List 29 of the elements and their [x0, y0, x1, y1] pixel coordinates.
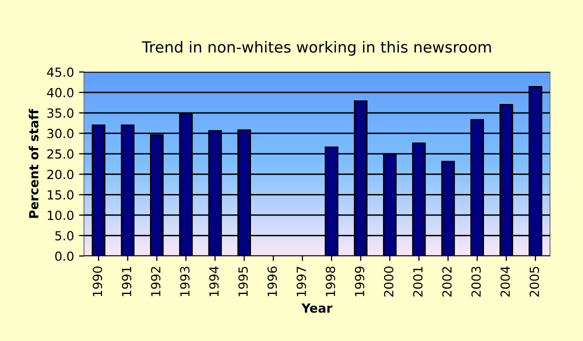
y-tick-label: 10.0 — [48, 210, 74, 220]
y-tick-label: 30.0 — [47, 128, 74, 138]
y-tick-label: 25.0 — [47, 149, 74, 159]
x-tick-label: 2001 — [413, 266, 423, 297]
x-tick-label: 1997 — [296, 266, 306, 296]
y-tick-label: 5.0 — [55, 231, 74, 240]
x-tick-label: 1994 — [209, 266, 219, 296]
y-tick-label: 40.0 — [47, 88, 74, 98]
x-tick-label: 1990 — [92, 266, 102, 296]
x-tick-label: 1995 — [238, 266, 248, 296]
x-tick-label: 2000 — [384, 266, 394, 297]
x-tick-label: 2004 — [500, 266, 510, 297]
x-tick-label: 2002 — [442, 266, 452, 297]
x-tick-label: 1999 — [354, 266, 364, 296]
x-tick-label: 1993 — [180, 266, 190, 296]
x-tick-label: 2005 — [530, 266, 540, 297]
x-tick-label: 1992 — [150, 266, 160, 296]
y-tick-label: 15.0 — [48, 190, 74, 200]
x-tick-label: 1998 — [326, 266, 336, 296]
y-tick-label: 20.0 — [47, 170, 74, 180]
y-tick-label: 45.0 — [47, 67, 74, 77]
y-axis-title: Percent of staff — [28, 108, 38, 218]
x-tick-label: 2003 — [471, 266, 481, 297]
chart-title: Trend in non-whites working in this newsroom — [142, 40, 491, 56]
x-axis-title: Year — [301, 303, 332, 313]
y-tick-label: 0.0 — [55, 251, 74, 261]
x-tick-label: 1996 — [267, 266, 277, 296]
y-tick-label: 35.0 — [47, 108, 74, 118]
x-tick-label: 1991 — [122, 266, 132, 296]
